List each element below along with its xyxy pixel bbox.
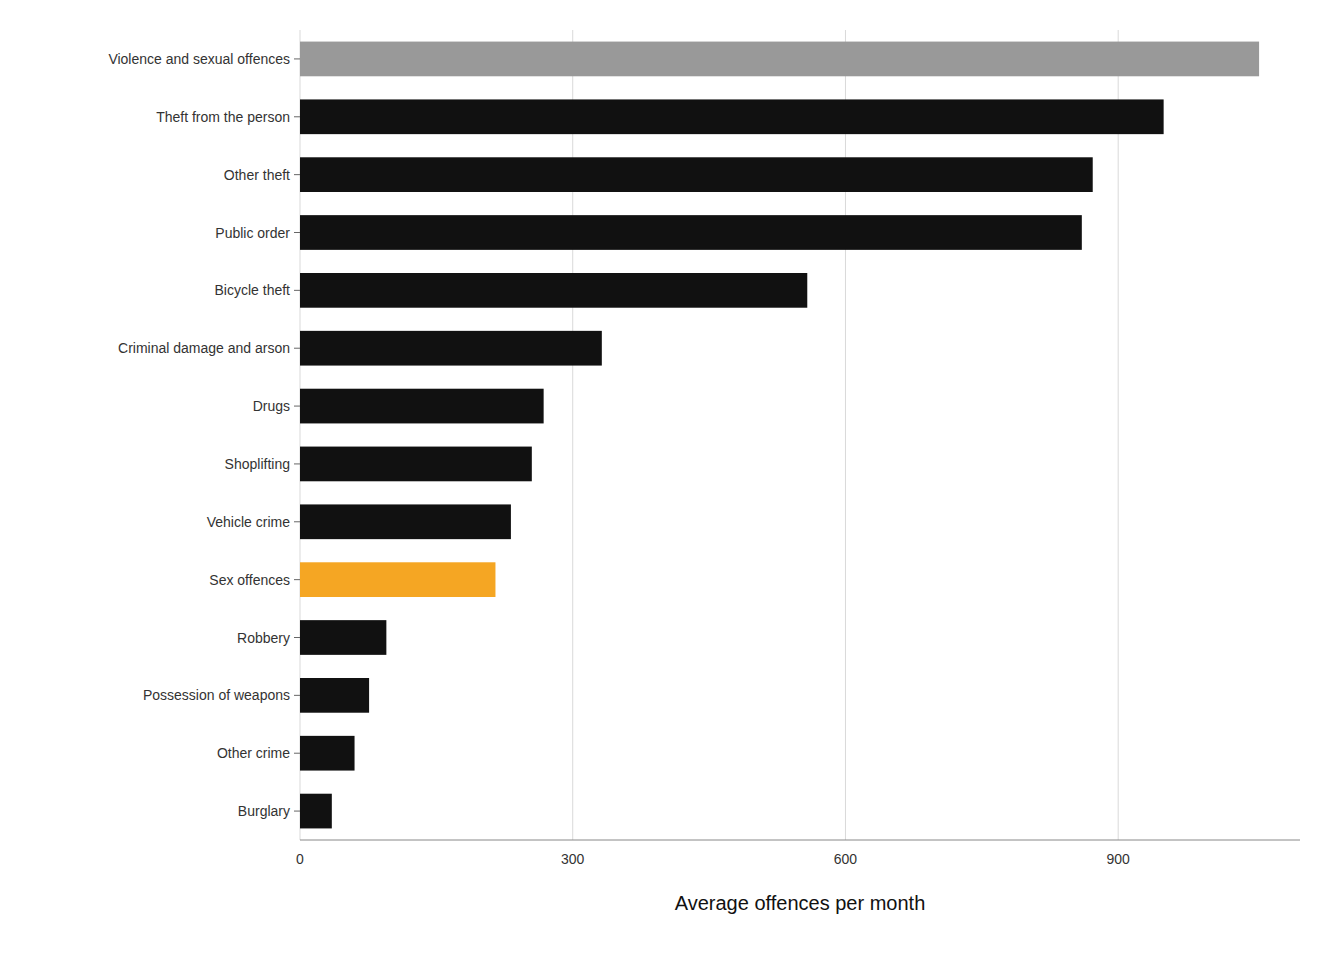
x-axis-line [300,840,1300,841]
x-axis-label: Average offences per month [675,892,926,914]
x-tick-label: 0 [296,851,304,867]
grid [300,30,1118,840]
bar [300,447,532,482]
y-tick [294,174,300,175]
bar [300,42,1259,77]
y-tick [294,521,300,522]
bar [300,504,511,539]
y-tick [294,232,300,233]
chart-svg: 0 300 600 900 Violence and sexual offences Th… [0,0,1344,960]
y-tick-label: Burglary [238,803,290,819]
y-tick [294,348,300,349]
background [0,0,1344,960]
grid-line [1118,30,1119,840]
y-tick [294,463,300,464]
bar [300,620,386,655]
y-tick-label: Shoplifting [225,456,290,472]
y-tick [294,116,300,117]
y-tick-label: Drugs [253,398,290,414]
y-tick-label: Other theft [224,167,290,183]
y-tick [294,811,300,812]
bar [300,794,332,829]
bar [300,331,602,366]
bar [300,678,369,713]
bar [300,273,807,308]
y-tick-label: Bicycle theft [215,282,291,298]
chart-container: 0 300 600 900 Violence and sexual offences Th… [0,0,1344,960]
y-tick-label: Possession of weapons [143,687,290,703]
bars [300,42,1259,829]
grid-line [845,30,846,840]
y-tick [294,58,300,59]
y-tick [294,290,300,291]
y-tick-label: Criminal damage and arson [118,340,290,356]
bar [300,99,1164,134]
y-tick [294,695,300,696]
y-tick [294,406,300,407]
x-tick-label: 600 [834,851,858,867]
y-tick-label: Other crime [217,745,290,761]
y-tick-label: Public order [215,225,290,241]
grid-line [572,30,573,840]
y-tick-label: Theft from the person [156,109,290,125]
y-tick-label: Vehicle crime [207,514,290,530]
y-tick [294,753,300,754]
bar [300,736,355,771]
x-tick-label: 900 [1107,851,1131,867]
y-tick-label: Robbery [237,630,290,646]
bar [300,157,1093,192]
y-tick-label: Violence and sexual offences [108,51,290,67]
axes: 0 300 600 900 Violence and sexual offences Th… [108,51,1300,914]
grid-line [300,30,301,840]
y-tick [294,579,300,580]
bar [300,389,544,424]
bar [300,215,1082,250]
x-tick-label: 300 [561,851,585,867]
y-tick [294,637,300,638]
y-tick-label: Sex offences [209,572,290,588]
bar [300,562,495,597]
